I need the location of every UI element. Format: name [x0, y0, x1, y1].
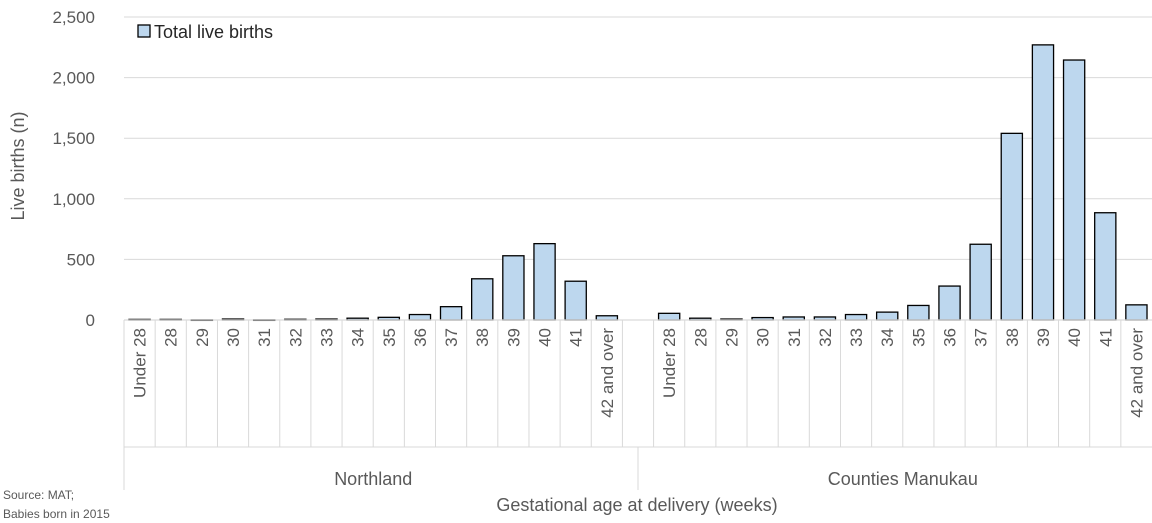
y-tick-label: 2,000	[52, 69, 95, 88]
legend-swatch	[137, 24, 151, 38]
x-tick-label: Under 28	[131, 328, 150, 398]
x-tick-label: 41	[1096, 328, 1115, 347]
y-tick-label: 500	[67, 250, 95, 269]
x-tick-label: 34	[349, 328, 368, 347]
legend: Total live births	[137, 22, 273, 42]
x-tick-label: 42 and over	[1127, 328, 1146, 418]
x-tick-label: 41	[567, 328, 586, 347]
y-axis-ticks: 0 500 1,000 1,500 2,000 2,500	[52, 8, 95, 330]
y-tick-label: 2,500	[52, 8, 95, 27]
y-axis-title: Live births (n)	[8, 111, 28, 220]
bar	[907, 304, 930, 321]
x-tick-label: 40	[536, 328, 555, 347]
bar	[938, 285, 961, 321]
x-tick-label: 30	[754, 328, 773, 347]
bar	[502, 255, 525, 321]
bar	[969, 243, 992, 321]
legend-label: Total live births	[154, 22, 273, 42]
bar	[533, 242, 556, 321]
x-tick-label: 37	[972, 328, 991, 347]
y-tick-label: 1,500	[52, 129, 95, 148]
x-tick-label: 37	[442, 328, 461, 347]
bar	[1094, 212, 1117, 321]
y-tick-label: 0	[86, 311, 95, 330]
bar	[564, 280, 587, 321]
x-tick-label: 29	[722, 328, 741, 347]
x-tick-label: 36	[941, 328, 960, 347]
bar	[875, 311, 899, 321]
x-tick-label: 35	[380, 328, 399, 347]
x-tick-label: 34	[878, 328, 897, 347]
x-tick-label: 36	[411, 328, 430, 347]
bar	[471, 278, 494, 321]
x-tick-label: Under 28	[660, 328, 679, 398]
bar	[1125, 304, 1148, 321]
bar	[1031, 44, 1055, 321]
x-tick-label: 28	[691, 328, 710, 347]
bar	[439, 306, 463, 321]
bar	[844, 313, 868, 321]
source-note-line2: Babies born in 2015	[3, 507, 110, 521]
x-tick-label: 32	[816, 328, 835, 347]
x-tick-label: 38	[1003, 328, 1022, 347]
x-tick-label: 35	[909, 328, 928, 347]
bars	[128, 44, 1148, 322]
x-tick-label: 31	[255, 328, 274, 347]
source-note-line1: Source: MAT;	[3, 488, 74, 502]
bar	[1062, 59, 1086, 321]
x-tick-label: 42 and over	[598, 328, 617, 418]
y-tick-label: 1,000	[52, 190, 95, 209]
group-label: Northland	[334, 469, 412, 489]
x-tick-label: 29	[193, 328, 212, 347]
x-tick-label: 32	[286, 328, 305, 347]
x-tick-label: 30	[224, 328, 243, 347]
x-tick-label: 31	[785, 328, 804, 347]
x-axis: Under 28 28 29 30 31 32 33 34 35 36 37 38 39 40 41 42 a…	[123, 319, 1152, 490]
x-tick-label: 28	[162, 328, 181, 347]
x-tick-label: 39	[1034, 328, 1053, 347]
x-tick-label: 38	[473, 328, 492, 347]
x-tick-label: 39	[504, 328, 523, 347]
bar	[657, 312, 681, 321]
gridlines	[124, 16, 1152, 260]
bar	[1000, 132, 1024, 321]
x-tick-label: 33	[317, 328, 336, 347]
x-tick-label: 33	[847, 328, 866, 347]
bar	[408, 313, 432, 321]
x-axis-title: Gestational age at delivery (weeks)	[496, 495, 777, 515]
bar	[595, 315, 619, 321]
x-tick-label: 40	[1065, 328, 1084, 347]
group-label: Counties Manukau	[828, 469, 978, 489]
